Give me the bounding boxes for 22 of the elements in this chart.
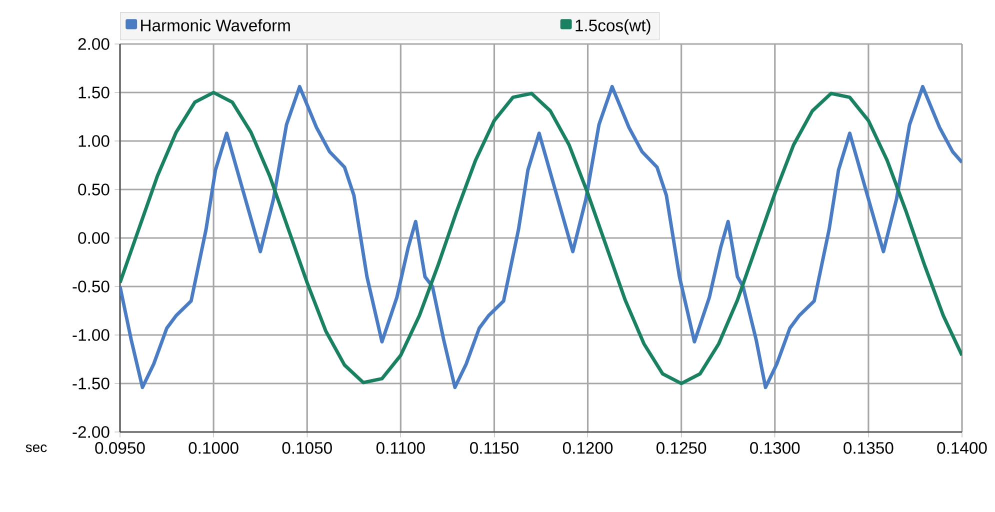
y-tick-label: 0.00	[78, 232, 110, 244]
legend-label: 1.5cos(wt)	[576, 19, 650, 35]
x-tick-label: 0.1100	[376, 442, 425, 454]
x-tick-label: 0.1300	[750, 442, 800, 454]
x-axis-title: sec	[26, 444, 47, 452]
legend-label: Harmonic Waveform	[141, 19, 290, 32]
x-tick-label: 0.1350	[844, 442, 894, 454]
x-tick-label: 0.1000	[188, 442, 238, 454]
y-tick-label: 0.50	[78, 184, 110, 196]
x-tick-label: 0.1150	[470, 442, 518, 454]
x-tick-label: 0.1050	[282, 442, 332, 454]
y-tick-label: 1.00	[78, 135, 110, 147]
y-tick-label: 1.50	[78, 86, 110, 98]
x-tick-label: 0.0950	[95, 442, 145, 454]
y-tick-label: -0.50	[72, 280, 110, 292]
y-tick-label: 2.00	[78, 38, 110, 50]
x-tick-label: 0.1200	[562, 442, 613, 454]
y-tick-label: -2.00	[72, 426, 110, 438]
x-tick-label: 0.1250	[656, 442, 706, 454]
x-tick-label: 0.1400	[937, 442, 987, 454]
y-tick-label: -1.00	[72, 329, 110, 341]
y-tick-label: -1.50	[72, 378, 110, 390]
